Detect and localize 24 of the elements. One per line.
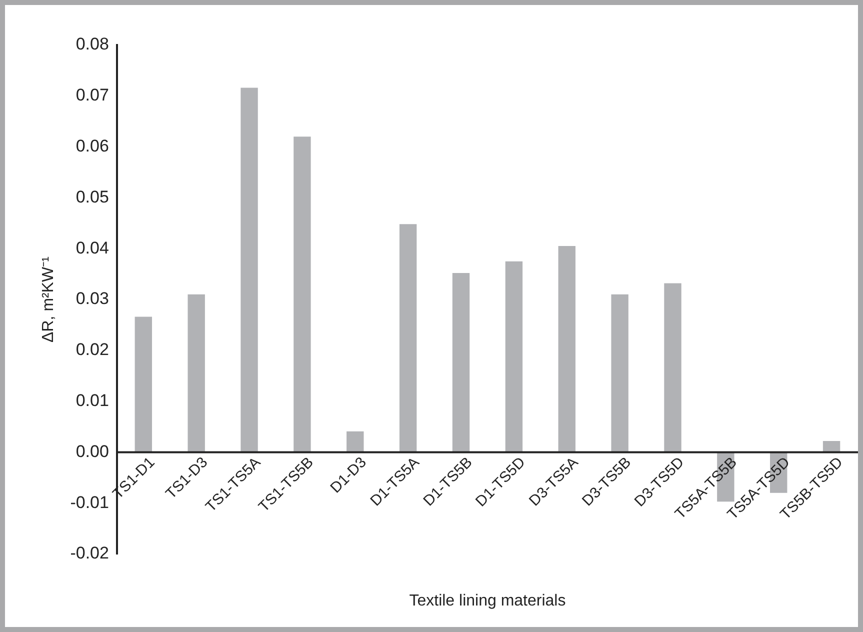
y-tick-label: -0.02	[70, 544, 109, 563]
bar	[240, 88, 258, 452]
x-axis-title: Textile lining materials	[409, 592, 566, 610]
y-tick-label: 0.04	[76, 238, 109, 258]
y-tick-label: 0.00	[76, 442, 109, 461]
bar	[611, 294, 628, 452]
y-tick-label: 0.07	[76, 86, 109, 105]
bar	[188, 294, 205, 452]
y-tick-label: 0.01	[76, 390, 109, 410]
y-tick-label: 0.06	[76, 136, 109, 156]
y-tick-label: -0.01	[70, 492, 109, 512]
y-tick-label: 0.03	[76, 289, 109, 308]
bar	[452, 273, 470, 452]
y-axis-title: ΔR, m²KW⁻¹	[40, 256, 58, 342]
bar	[346, 431, 364, 452]
bar	[505, 261, 523, 452]
y-tick-label: 0.05	[76, 187, 109, 206]
bar	[558, 246, 576, 452]
y-tick-label: 0.02	[76, 340, 109, 360]
bar	[134, 316, 152, 452]
bar	[294, 136, 311, 452]
y-tick-label: 0.08	[76, 34, 109, 54]
bar	[399, 224, 417, 452]
bar	[664, 283, 682, 452]
